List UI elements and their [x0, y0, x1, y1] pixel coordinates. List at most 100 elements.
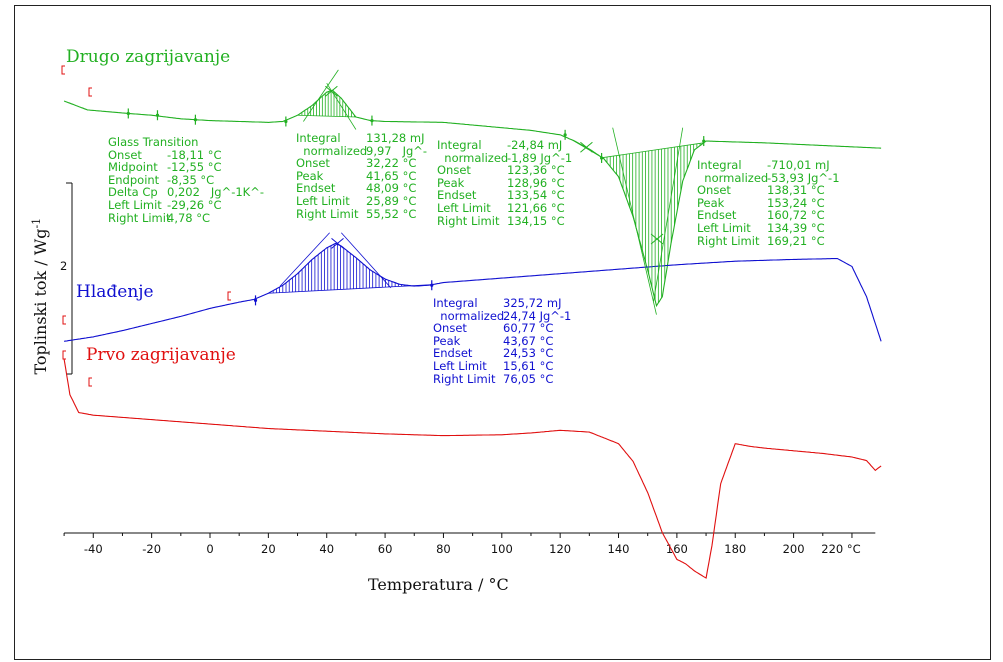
- cool-row: Right Limit 76,05 °C: [433, 371, 571, 386]
- curve-hladenje: [64, 242, 882, 342]
- cold-key: normalized: [296, 143, 368, 158]
- x-axis-title: Temperatura / °C: [368, 575, 509, 594]
- melt-key: Endset: [697, 208, 737, 223]
- cool-value: 60,77 °C: [503, 321, 554, 336]
- melt-row: Integral -710,01 mJ: [697, 159, 840, 172]
- small-value: 128,96 °C: [507, 175, 565, 190]
- tangent-cooling-left: [279, 232, 330, 287]
- small-value: 133,54 °C: [507, 188, 565, 203]
- cold-row: normalized 9,97 Jg^-: [296, 143, 427, 158]
- gt-key: Right Limit: [108, 210, 171, 225]
- cool-key: Left Limit: [433, 358, 487, 373]
- small-row: Peak 128,96 °C: [437, 177, 572, 190]
- label-hladenje: Hlađenje: [76, 282, 154, 302]
- cold-key: Integral: [296, 131, 341, 145]
- gt-row: Onset -18,11 °C: [108, 148, 264, 162]
- cool-value: 24,53 °C: [503, 346, 554, 361]
- segment-end-heating1: [88, 377, 92, 387]
- marker-cooling-peak: [331, 238, 344, 249]
- cold-row: Integral 131,28 mJ: [296, 132, 427, 145]
- small-value: 121,66 °C: [507, 200, 565, 215]
- segment-start-cooling: [62, 315, 66, 325]
- melt-value: 160,72 °C: [767, 208, 825, 223]
- x-tick-label-4: 40: [319, 542, 334, 556]
- cold-value: 41,65 °C: [366, 168, 417, 183]
- cold-row: Left Limit 25,89 °C: [296, 195, 427, 208]
- segment-end-cooling: [227, 291, 231, 301]
- gt-key: Delta Cp: [108, 185, 158, 200]
- x-tick-label-11: 180: [724, 542, 746, 556]
- small-key: Integral: [437, 138, 482, 152]
- limit-marker-cooling-1-dot: [430, 283, 434, 287]
- cool-key: Integral: [433, 296, 478, 310]
- cool-row: Endset 24,53 °C: [433, 347, 571, 360]
- melt-key: Left Limit: [697, 220, 751, 235]
- gt-title: Glass Transition: [108, 135, 199, 149]
- cool-value: 15,61 °C: [503, 358, 554, 373]
- cool-key: Peak: [433, 333, 461, 348]
- cold-row: Endset 48,09 °C: [296, 182, 427, 195]
- small-key: Right Limit: [437, 213, 500, 228]
- melt-row: Onset 138,31 °C: [697, 184, 840, 197]
- small-row: Left Limit 121,66 °C: [437, 202, 572, 215]
- cold-value: 25,89 °C: [366, 193, 417, 208]
- crystallization-cooling-annotation: Integral 325,72 mJ normalized 24,74 Jg^-1 O…: [433, 297, 571, 385]
- cool-row: Left Limit 15,61 °C: [433, 360, 571, 373]
- limit-marker-heating2-2-dot: [193, 118, 198, 122]
- melt-value: 134,39 °C: [767, 220, 825, 235]
- cold-key: Right Limit: [296, 206, 359, 221]
- x-tick-label-2: 0: [206, 542, 213, 556]
- hatch-small-peak-baseline: [571, 139, 602, 158]
- melt-key: normalized: [697, 170, 769, 185]
- melt-row: Right Limit 169,21 °C: [697, 233, 840, 248]
- curve-drugo-zagrijavanje: [63, 89, 882, 308]
- x-tick-label-13: 220 °C: [821, 542, 860, 556]
- small-key: normalized: [437, 150, 509, 165]
- cool-value: 76,05 °C: [503, 371, 554, 386]
- cool-value: 325,72 mJ: [503, 296, 562, 310]
- limit-marker-heating2-6-dot: [599, 156, 604, 160]
- label-prvo-zagrijavanje: Prvo zagrijavanje: [86, 345, 236, 365]
- small-row: Endset 133,54 °C: [437, 189, 572, 202]
- small-value: -1,89 Jg^-1: [507, 150, 573, 165]
- gt-row: Delta Cp 0,202 Jg^-1K^-: [108, 186, 264, 199]
- melting-peak-annotation: Integral -710,01 mJ normalized -53,93 Jg^-…: [697, 159, 840, 247]
- cool-key: Endset: [433, 346, 473, 361]
- cold-value: 32,22 °C: [366, 156, 417, 171]
- limit-marker-heating2-7-dot: [702, 139, 706, 143]
- cold-row: Onset 32,22 °C: [296, 157, 427, 170]
- gt-key: Left Limit: [108, 197, 162, 212]
- x-tick-label-12: 200: [783, 542, 805, 556]
- cool-value: 24,74 Jg^-1: [503, 308, 572, 323]
- gt-value: -29,26 °C: [167, 197, 222, 212]
- cold-value: 48,09 °C: [366, 181, 417, 196]
- melt-key: Peak: [697, 195, 725, 210]
- cool-row: Onset 60,77 °C: [433, 322, 571, 335]
- small-row: Onset 123,36 °C: [437, 164, 572, 177]
- x-tick-label-3: 20: [261, 542, 276, 556]
- small-key: Endset: [437, 188, 477, 203]
- cool-row: Peak 43,67 °C: [433, 335, 571, 348]
- curve-prvo-zagrijavanje: [63, 359, 882, 579]
- tangent-cold-right: [326, 82, 357, 130]
- limit-marker-heating2-1-dot: [155, 113, 160, 117]
- small-row: Right Limit 134,15 °C: [437, 213, 572, 228]
- gt-key: Midpoint: [108, 160, 158, 175]
- chart-frame: [14, 5, 991, 660]
- limit-marker-heating2-0-dot: [126, 111, 130, 116]
- cold-key: Left Limit: [296, 193, 350, 208]
- melt-value: 169,21 °C: [767, 233, 825, 248]
- segment-end-heating2: [88, 87, 92, 97]
- small-value: 123,36 °C: [507, 163, 565, 178]
- tangent-cooling-right: [341, 232, 392, 289]
- x-tick-label-6: 80: [436, 542, 451, 556]
- gt-value: 4,78 °C: [167, 210, 211, 225]
- y-axis-title-superscript: -1: [29, 217, 43, 229]
- cool-key: Right Limit: [433, 371, 496, 386]
- melt-key: Onset: [697, 183, 731, 198]
- cool-row: Integral 325,72 mJ: [433, 297, 571, 310]
- hatch-melting-peak-baseline: [602, 142, 704, 159]
- x-tick-label-9: 140: [608, 542, 630, 556]
- cool-row: normalized 24,74 Jg^-1: [433, 308, 572, 323]
